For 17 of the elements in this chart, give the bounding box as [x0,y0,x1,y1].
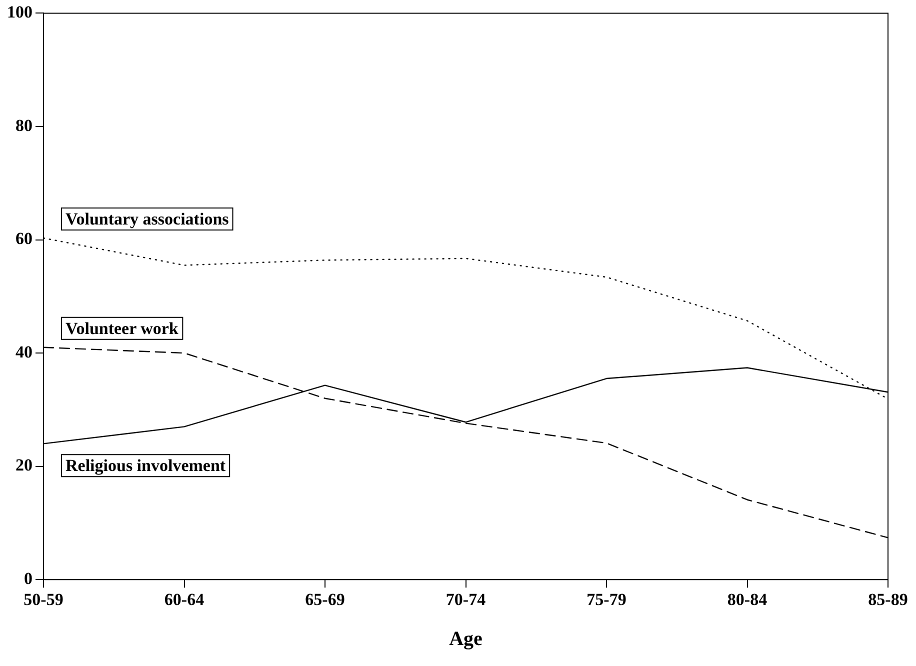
y-tick-label: 0 [24,568,32,588]
x-tick-label: 65-69 [305,590,345,610]
y-tick-label: 20 [16,456,32,475]
y-tick-label: 100 [7,2,32,22]
y-tick-label: 80 [16,116,32,135]
x-tick-label: 50-59 [24,590,64,610]
x-tick-label: 70-74 [446,590,486,610]
x-tick-label: 75-79 [586,590,626,610]
y-tick-label: 60 [16,229,32,248]
series-label: Religious involvement [66,456,226,476]
y-tick-label: 40 [16,342,32,362]
x-tick-label: 80-84 [727,590,768,610]
x-tick-label: 60-64 [164,590,205,610]
series-label: Volunteer work [66,318,179,338]
x-axis-title: Age [449,628,483,650]
x-tick-label: 85-89 [868,590,908,610]
series-label: Voluntary associations [66,209,230,228]
